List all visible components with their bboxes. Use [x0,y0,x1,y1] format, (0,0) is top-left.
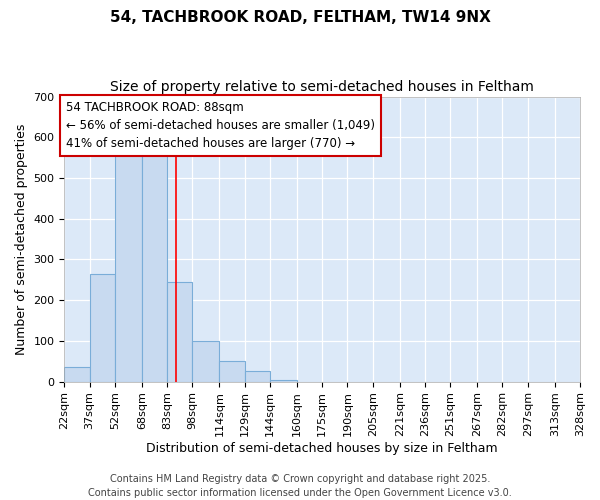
Bar [89,274,115,382]
Text: 54 TACHBROOK ROAD: 88sqm
← 56% of semi-detached houses are smaller (1,049)
41% o: 54 TACHBROOK ROAD: 88sqm ← 56% of semi-d… [66,100,375,150]
Bar [193,341,220,382]
Bar [270,380,297,382]
Bar [142,152,167,382]
Bar [220,361,245,382]
Bar [245,372,270,382]
Text: Contains HM Land Registry data © Crown copyright and database right 2025.
Contai: Contains HM Land Registry data © Crown c… [88,474,512,498]
Bar [64,368,89,382]
Bar [167,282,193,382]
Bar [115,146,142,382]
Title: Size of property relative to semi-detached houses in Feltham: Size of property relative to semi-detach… [110,80,534,94]
Text: 54, TACHBROOK ROAD, FELTHAM, TW14 9NX: 54, TACHBROOK ROAD, FELTHAM, TW14 9NX [110,10,490,25]
X-axis label: Distribution of semi-detached houses by size in Feltham: Distribution of semi-detached houses by … [146,442,498,455]
Y-axis label: Number of semi-detached properties: Number of semi-detached properties [15,124,28,355]
